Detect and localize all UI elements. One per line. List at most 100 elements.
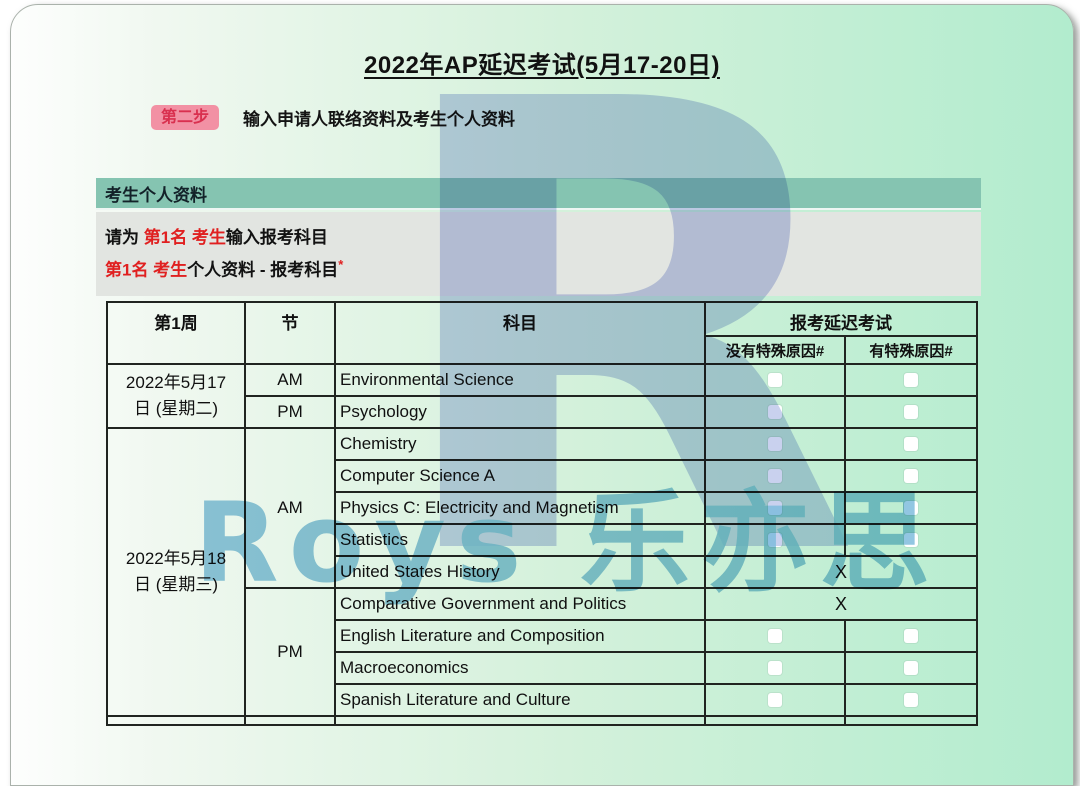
table-row: Macroeconomics [107, 651, 978, 685]
delay-checkbox-no-special-reason-cell [704, 651, 846, 685]
required-asterisk: * [338, 257, 344, 273]
empty-cell [704, 715, 846, 726]
delay-checkbox-no-special-reason-cell [704, 363, 846, 397]
delay-checkbox-special-reason-cell [844, 491, 978, 525]
subtitle-line: 第1名 考生个人资料 - 报考科目* [105, 253, 981, 286]
delay-checkbox-special-reason[interactable] [904, 469, 918, 483]
empty-cell [244, 715, 336, 726]
subject-cell: English Literature and Composition [334, 619, 706, 653]
candidate-number-highlight: 第1名 考生 [143, 228, 226, 247]
session-cell: PM [244, 395, 336, 429]
delay-checkbox-no-special-reason-cell [704, 523, 846, 557]
date-line2: 日 (星期二) [133, 399, 219, 418]
delay-checkbox-special-reason-cell [844, 459, 978, 493]
date-cell: 2022年5月18 日 (星期三) [106, 427, 246, 717]
delay-checkbox-no-special-reason-cell [704, 683, 846, 717]
subject-cell: United States History [334, 555, 706, 589]
delay-checkbox-no-special-reason-cell [704, 619, 846, 653]
table-header-row-1: 第1周 节 科目 报考延迟考试 [106, 301, 978, 365]
section-header-label: 考生个人资料 [105, 185, 207, 205]
delay-checkbox-no-special-reason[interactable] [768, 501, 782, 515]
prompt-prefix: 请为 [105, 228, 144, 247]
delay-checkbox-no-special-reason-cell [704, 427, 846, 461]
delay-checkbox-special-reason[interactable] [904, 437, 918, 451]
delay-checkbox-special-reason[interactable] [904, 533, 918, 547]
delay-checkbox-special-reason-cell [844, 427, 978, 461]
step-row: 第二步 输入申请人联络资料及考生个人资料 [151, 105, 516, 131]
delay-checkbox-special-reason[interactable] [904, 373, 918, 387]
subject-cell: Statistics [334, 523, 706, 557]
delay-checkbox-no-special-reason-cell [704, 459, 846, 493]
delay-checkbox-special-reason[interactable] [904, 501, 918, 515]
subject-cell: Physics C: Electricity and Magnetism [334, 491, 706, 525]
delay-checkbox-special-reason[interactable] [904, 693, 918, 707]
empty-cell [844, 715, 978, 726]
subject-cell: Environmental Science [334, 363, 706, 397]
delay-checkbox-no-special-reason-cell [704, 395, 846, 429]
empty-cell [106, 715, 246, 726]
delay-checkbox-special-reason[interactable] [904, 629, 918, 643]
exam-table-body: 2022年5月17 日 (星期二) AM Environmental Science P… [106, 363, 978, 726]
session-cell: AM [244, 427, 336, 589]
delay-checkbox-special-reason-cell [844, 683, 978, 717]
delay-checkbox-no-special-reason[interactable] [768, 405, 782, 419]
table-row: 2022年5月17 日 (星期二) AM Environmental Science [106, 363, 978, 429]
table-row: PM Comparative Government and Politics X [107, 587, 978, 717]
header-special-reason: 有特殊原因# [844, 335, 978, 365]
table-row: 2022年5月18 日 (星期三) AM Chemistry [106, 427, 978, 717]
subject-cell: Macroeconomics [334, 651, 706, 685]
subtitle-text: 个人资料 - 报考科目 [187, 261, 339, 281]
date-line1: 2022年5月17 [125, 372, 227, 392]
header-delay-exam: 报考延迟考试 [704, 301, 978, 337]
table-row-partial [106, 715, 978, 726]
delay-checkbox-special-reason[interactable] [904, 405, 918, 419]
delay-checkbox-no-special-reason[interactable] [768, 437, 782, 451]
table-row: United States History X [107, 555, 978, 589]
session-cell: PM [244, 587, 336, 717]
unavailable-mark: X [704, 555, 978, 589]
subject-cell: Psychology [334, 395, 706, 429]
candidate-number-highlight: 第1名 考生 [105, 261, 188, 281]
header-subject: 科目 [334, 301, 706, 365]
delay-checkbox-special-reason-cell [844, 619, 978, 653]
delay-checkbox-no-special-reason[interactable] [768, 373, 782, 387]
session-cell: AM [244, 363, 336, 397]
step-instruction: 输入申请人联络资料及考生个人资料 [243, 110, 516, 130]
table-row: English Literature and Composition [107, 619, 978, 653]
header-session: 节 [244, 301, 336, 365]
prompt-line: 请为 第1名 考生输入报考科目 [105, 222, 981, 253]
header-week: 第1周 [106, 301, 246, 365]
table-row: Physics C: Electricity and Magnetism [107, 491, 978, 525]
date-line1: 2022年5月18 [125, 548, 227, 568]
candidate-prompt-band: 请为 第1名 考生输入报考科目 第1名 考生个人资料 - 报考科目* [96, 212, 981, 296]
subject-cell: Comparative Government and Politics [334, 587, 706, 621]
delay-checkbox-special-reason[interactable] [904, 661, 918, 675]
empty-cell [334, 715, 706, 726]
section-header-candidate-info: 考生个人资料 [96, 178, 981, 210]
table-header-row-2: 没有特殊原因# 有特殊原因# [107, 335, 978, 365]
table-row: Statistics [107, 523, 978, 557]
delay-checkbox-no-special-reason[interactable] [768, 661, 782, 675]
subject-cell: Chemistry [334, 427, 706, 461]
date-cell: 2022年5月17 日 (星期二) [106, 363, 246, 429]
form-panel: 2022年AP延迟考试(5月17-20日) 第二步 输入申请人联络资料及考生个人… [10, 4, 1074, 786]
exam-table: 第1周 节 科目 报考延迟考试 没有特殊原因# 有特殊原因# 2022年5月17… [106, 301, 978, 726]
table-row: PM Psychology [107, 395, 978, 429]
delay-checkbox-no-special-reason-cell [704, 491, 846, 525]
delay-checkbox-special-reason-cell [844, 395, 978, 429]
delay-checkbox-special-reason-cell [844, 523, 978, 557]
delay-checkbox-no-special-reason[interactable] [768, 693, 782, 707]
table-row: Computer Science A [107, 459, 978, 493]
delay-checkbox-no-special-reason[interactable] [768, 469, 782, 483]
delay-checkbox-special-reason-cell [844, 651, 978, 685]
delay-checkbox-no-special-reason[interactable] [768, 533, 782, 547]
date-line2: 日 (星期三) [133, 575, 219, 594]
subject-cell: Computer Science A [334, 459, 706, 493]
step-badge: 第二步 [151, 105, 220, 131]
delay-checkbox-special-reason-cell [844, 363, 978, 397]
subject-cell: Spanish Literature and Culture [334, 683, 706, 717]
prompt-suffix: 输入报考科目 [225, 228, 328, 247]
header-no-special-reason: 没有特殊原因# [704, 335, 846, 365]
delay-checkbox-no-special-reason[interactable] [768, 629, 782, 643]
unavailable-mark: X [704, 587, 978, 621]
